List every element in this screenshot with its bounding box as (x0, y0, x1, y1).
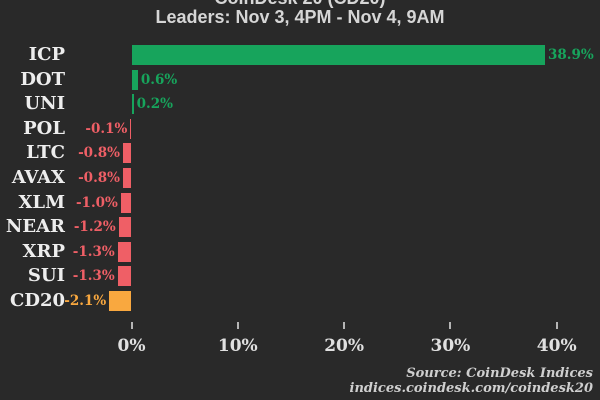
category-label: XLM (18, 191, 65, 213)
bar (130, 118, 132, 139)
category-label: DOT (20, 68, 65, 90)
value-label: 0.2% (136, 96, 173, 113)
chart-title: CoinDesk 20 (CD20) (0, 0, 600, 9)
chart-subtitle: Leaders: Nov 3, 4PM - Nov 4, 9AM (155, 7, 445, 27)
source-attribution: Source: CoinDesk Indices (406, 366, 593, 381)
bar (122, 168, 132, 188)
x-axis-tick-label: 10% (217, 336, 258, 356)
x-axis-tick (236, 322, 239, 329)
x-axis-tick-label: 30% (430, 336, 471, 356)
value-label: -0.8% (78, 145, 120, 162)
category-label: ICP (28, 44, 65, 65)
value-label: -0.8% (78, 170, 120, 186)
bar (118, 217, 132, 238)
value-label: -1.2% (73, 219, 116, 236)
bar (131, 69, 138, 90)
x-axis-tick (555, 322, 558, 329)
value-label: -1.3% (72, 268, 115, 285)
x-axis-tick (130, 322, 133, 329)
value-label: -2.1% (64, 293, 107, 309)
value-label: -1.0% (75, 194, 118, 211)
category-label: LTC (26, 142, 65, 164)
category-label: UNI (24, 93, 65, 115)
x-axis-tick (449, 322, 452, 329)
value-label: 38.9% (548, 47, 594, 63)
category-label: CD20 (10, 290, 65, 311)
bar (131, 94, 134, 115)
category-label: SUI (27, 265, 65, 287)
bar (117, 266, 132, 287)
bar (120, 192, 132, 213)
x-axis-tick-label: 0% (117, 336, 146, 356)
value-label: -1.3% (72, 243, 115, 260)
x-axis-tick-label: 20% (324, 336, 364, 356)
value-label: -0.1% (85, 120, 128, 137)
value-label: 0.6% (140, 71, 178, 88)
bar (122, 143, 132, 164)
category-label: NEAR (5, 216, 65, 238)
bar (109, 291, 132, 311)
x-axis-tick-label: 40% (536, 336, 577, 356)
category-label: POL (23, 117, 65, 139)
bar (117, 241, 132, 262)
bar (131, 45, 545, 65)
category-label: AVAX (11, 167, 65, 188)
category-label: XRP (22, 240, 65, 262)
source-url: indices.coindesk.com/coindesk20 (349, 381, 593, 396)
x-axis-tick (343, 322, 346, 329)
